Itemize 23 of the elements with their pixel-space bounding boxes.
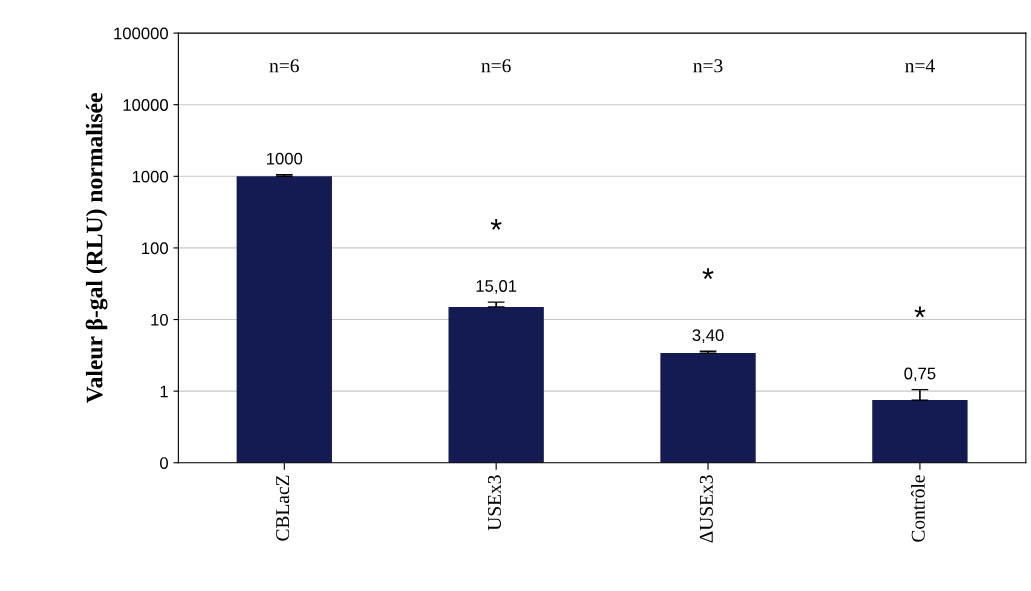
data-label: 1000: [267, 152, 303, 165]
y-tick-label: 10000: [123, 99, 168, 111]
y-tick-label: 100: [142, 242, 168, 255]
y-axis-title: Valeur β-gal (RLU) normalisée: [85, 93, 108, 404]
data-label: 3,40: [692, 329, 724, 344]
annotation: n=6: [269, 59, 299, 73]
y-tick-label: 100000: [114, 27, 168, 40]
data-label: 0,75: [904, 367, 936, 382]
x-tick-label: ΔUSEx3: [699, 475, 713, 543]
annotation: *: [914, 306, 926, 318]
annotation: n=3: [693, 59, 723, 73]
data-label: 15,01: [476, 280, 517, 294]
y-tick-label: 1000: [132, 170, 168, 183]
annotation: n=4: [905, 59, 935, 73]
x-tick-label: CBLacZ: [276, 475, 290, 541]
x-tick-label: USEx3: [487, 475, 502, 531]
y-tick-label: 10: [151, 313, 168, 326]
x-tick-label: Contrôle: [911, 475, 925, 542]
annotation: n=6: [481, 59, 511, 73]
annotation: *: [702, 268, 714, 279]
annotation: *: [490, 219, 502, 230]
y-tick-label: 1: [160, 385, 168, 398]
y-tick-label: 0: [160, 457, 168, 469]
